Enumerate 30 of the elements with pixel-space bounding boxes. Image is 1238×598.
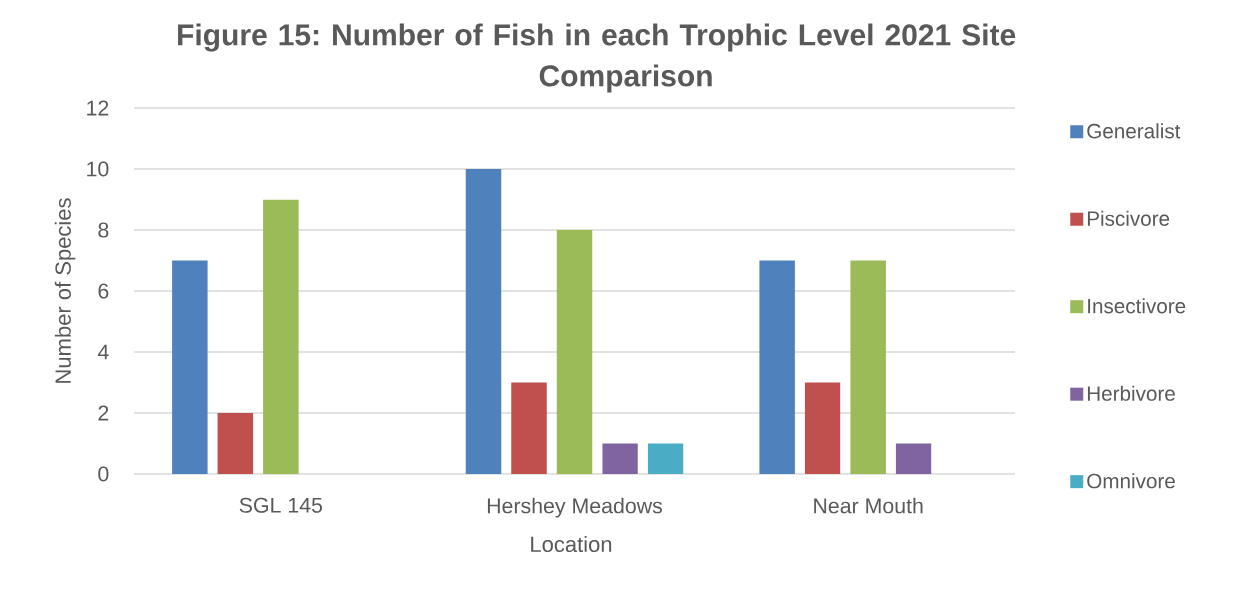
y-tick-label: 8 — [98, 222, 109, 238]
bar — [895, 443, 932, 474]
x-axis-title: Location — [531, 535, 612, 553]
bar — [465, 168, 502, 474]
bar — [217, 412, 254, 474]
y-tick-label: 2 — [98, 405, 109, 421]
x-tick-label: Near Mouth — [814, 497, 923, 514]
y-tick-label: 4 — [97, 344, 109, 360]
y-tick-label: 0 — [98, 466, 109, 482]
bar — [172, 260, 208, 474]
bar — [804, 382, 841, 474]
bar — [556, 229, 593, 474]
bar — [511, 382, 547, 474]
x-tick-label: SGL 145 — [239, 497, 323, 513]
bar — [647, 443, 684, 474]
x-tick-label: Hershey Meadows — [487, 497, 663, 518]
bar — [759, 260, 795, 474]
legend-label: Generalist — [1087, 123, 1181, 139]
legend-label: Herbivore — [1087, 385, 1175, 401]
y-tick-label: 6 — [98, 283, 109, 299]
chart-title: Figure 15: Number of Fish in each Trophic Level 2021 Site Comparison — [178, 23, 1016, 93]
bar — [602, 443, 638, 474]
y-axis-title: Number of Species — [54, 198, 76, 383]
legend-label: Piscivore — [1087, 210, 1170, 226]
y-tick-label: 12 — [87, 100, 109, 116]
y-tick-label: 10 — [87, 161, 109, 177]
legend-label: Omnivore — [1087, 473, 1175, 489]
legend-label: Insectivore — [1088, 298, 1186, 314]
bar — [263, 199, 299, 474]
bar — [850, 260, 886, 474]
